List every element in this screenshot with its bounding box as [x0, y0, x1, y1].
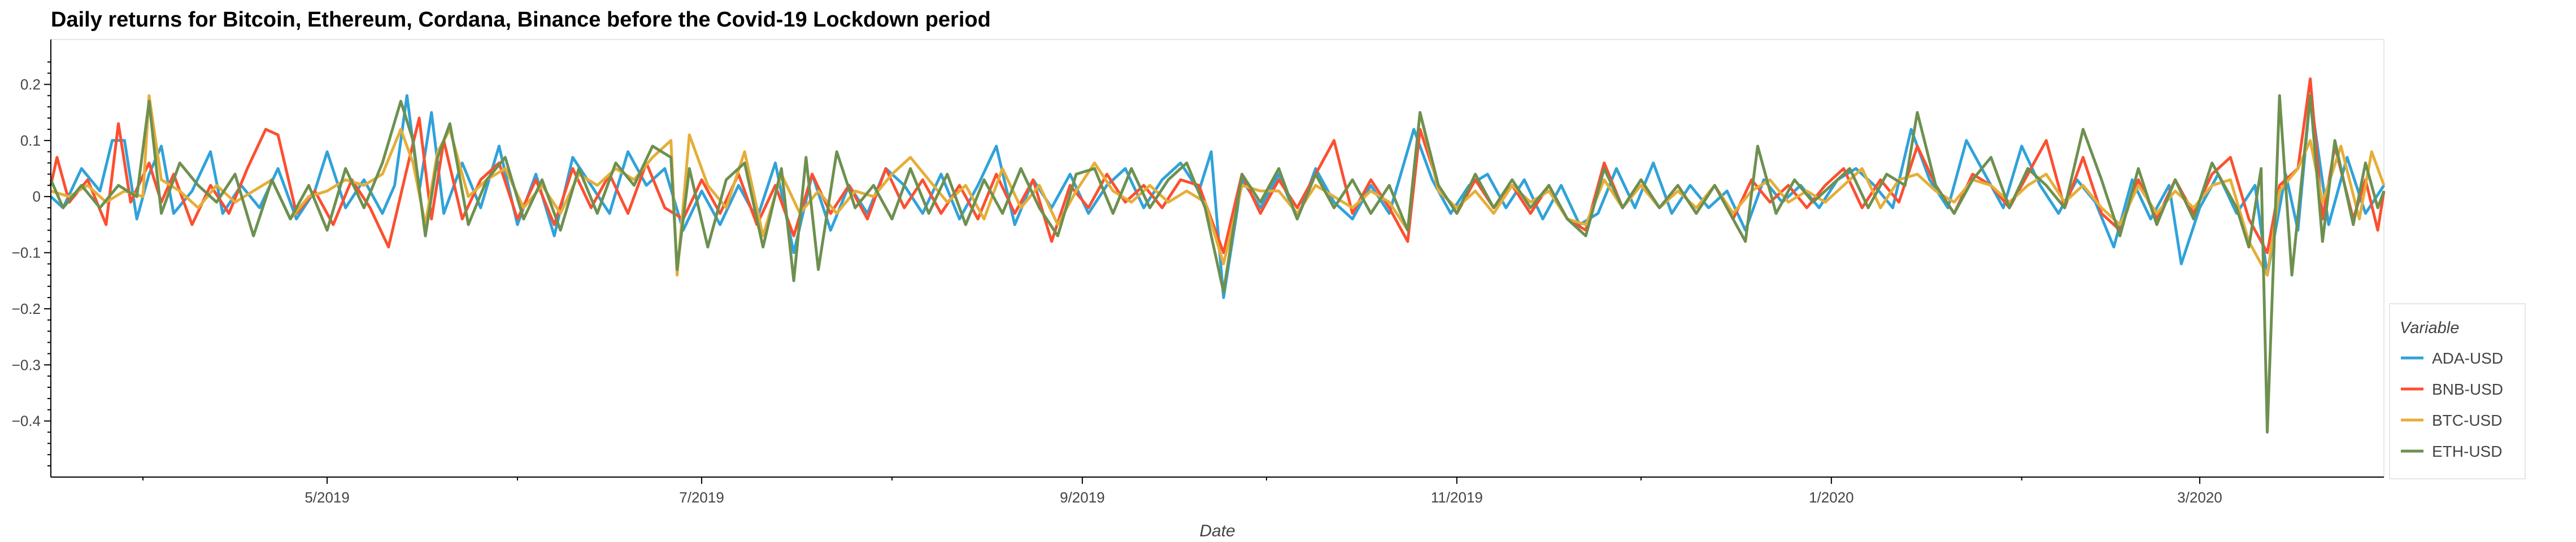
y-tick-label: −0.3 [12, 356, 41, 373]
x-tick-label: 7/2019 [679, 489, 724, 506]
series-line-eth-usd [49, 94, 2386, 434]
x-axis-ticks: 5/2019 7/2019 9/2019 11/2019 1/2020 3/2020 [142, 477, 2222, 506]
legend-label: ADA-USD [2432, 349, 2503, 367]
x-tick-label: 11/2019 [1431, 489, 1483, 506]
legend-title: Variable [2400, 319, 2459, 337]
legend-items: ADA-USD BNB-USD BTC-USD ETH-USD [2401, 349, 2503, 460]
legend-box [2389, 303, 2526, 479]
y-tick-label: 0.1 [20, 132, 41, 149]
y-tick-label: −0.1 [12, 244, 41, 261]
x-tick-label: 1/2020 [1809, 489, 1854, 506]
x-axis-title: Date [1199, 522, 1235, 540]
legend-label: BTC-USD [2432, 412, 2502, 429]
y-tick-label: −0.2 [12, 300, 41, 317]
y-tick-label: 0.2 [20, 76, 41, 93]
series-line-ada-usd [50, 94, 2386, 299]
y-tick-label: 0 [33, 188, 41, 205]
legend-label: ETH-USD [2432, 443, 2502, 460]
x-tick-label: 5/2019 [304, 489, 350, 506]
chart-title: Daily returns for Bitcoin, Ethereum, Cor… [51, 8, 991, 32]
y-tick-label: −0.4 [12, 413, 41, 430]
series-layer [49, 77, 2386, 434]
x-tick-label: 9/2019 [1060, 489, 1105, 506]
y-axis-ticks: 0.2 0.1 0 −0.1 −0.2 −0.3 −0.4 [12, 61, 51, 467]
legend: Variable ADA-USD BNB-USD BTC-USD ETH-USD [2389, 303, 2526, 479]
series-line-btc-usd [50, 94, 2386, 277]
x-tick-label: 3/2020 [2177, 489, 2222, 506]
legend-label: BNB-USD [2432, 381, 2503, 398]
